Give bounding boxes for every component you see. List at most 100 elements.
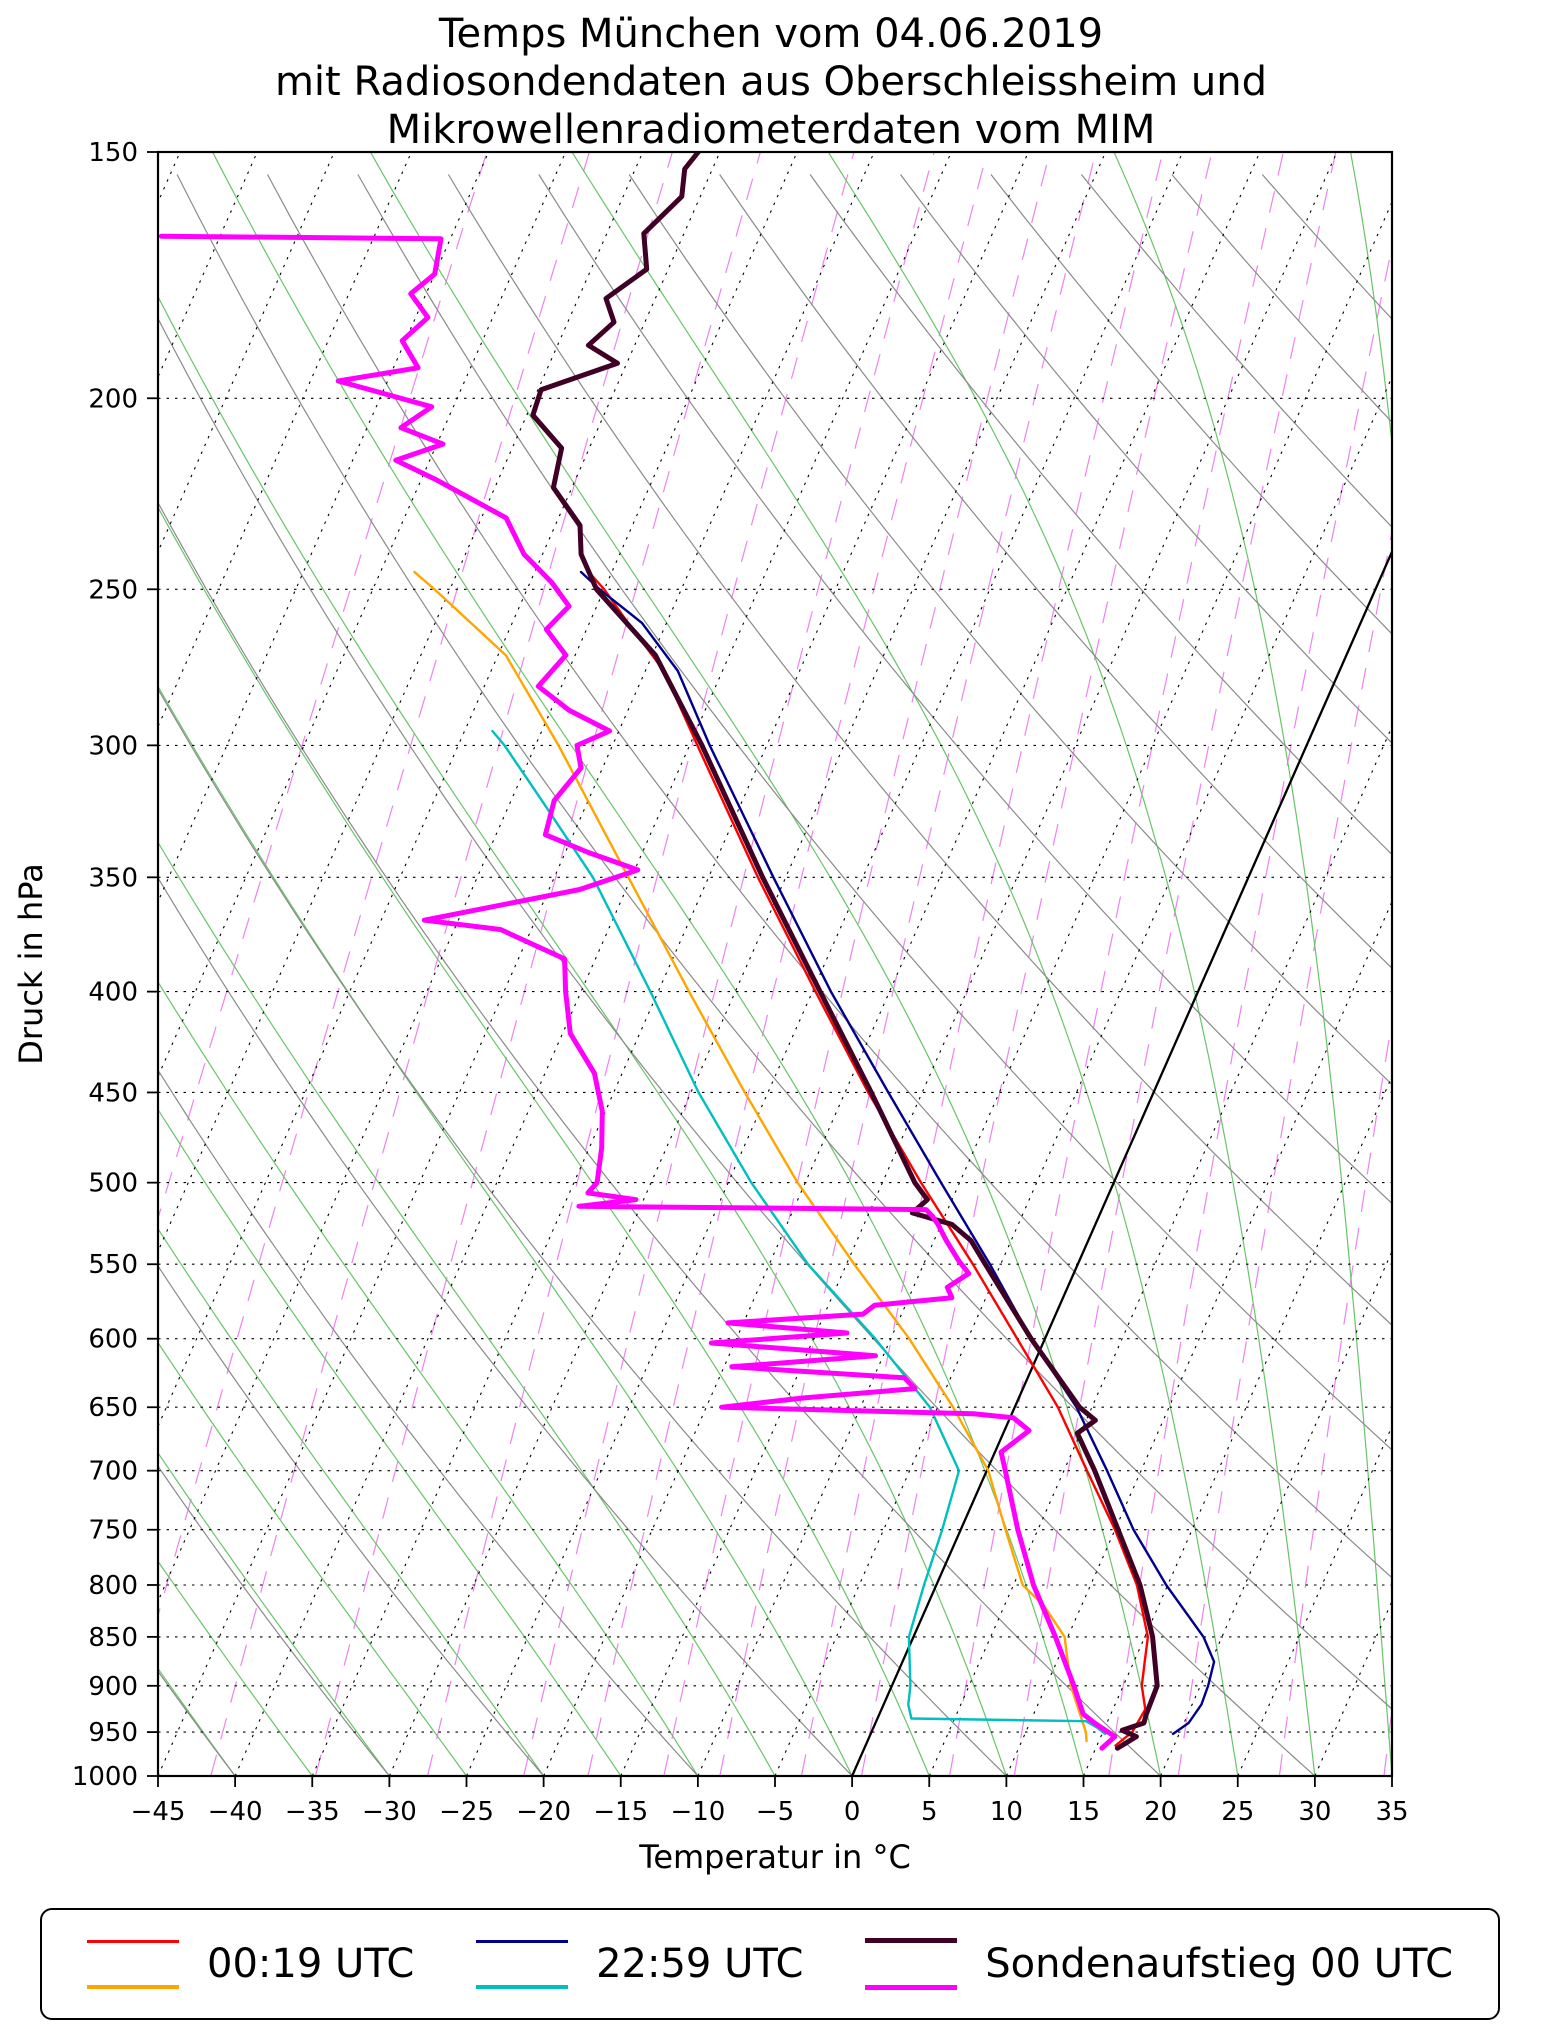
isotherm-line bbox=[388, 152, 1107, 1776]
mixing-ratio-line bbox=[158, 152, 488, 1221]
moist-adiabat-line bbox=[1349, 152, 1392, 450]
moist-adiabat-line bbox=[369, 152, 1162, 1776]
moist-adiabat-line bbox=[158, 841, 776, 1776]
series-dew-2259 bbox=[491, 729, 1107, 1736]
dry-adiabat-line bbox=[158, 317, 1316, 1776]
x-tick-label: −20 bbox=[516, 1797, 571, 1827]
mixing-ratio-line bbox=[1383, 1703, 1392, 1776]
x-tick-label: −45 bbox=[131, 1797, 186, 1827]
y-tick-label: 150 bbox=[88, 138, 138, 168]
chart-title-line-3: Mikrowellenradiometerdaten vom MIM bbox=[386, 107, 1156, 153]
series-temp-0019 bbox=[587, 570, 1150, 1747]
isotherm-line bbox=[543, 152, 1261, 1776]
legend-line-2259-temperature bbox=[476, 1939, 569, 1943]
isotherm-line bbox=[1237, 1424, 1392, 1776]
dry-adiabat-line bbox=[158, 1465, 391, 1776]
mixing-ratio-line bbox=[1013, 152, 1337, 1776]
dry-adiabat-line bbox=[1171, 174, 1392, 423]
dry-adiabat-line bbox=[158, 876, 854, 1776]
isotherm-line bbox=[1160, 1249, 1392, 1776]
x-tick-label: 20 bbox=[1144, 1797, 1177, 1827]
moist-adiabat-line bbox=[1113, 152, 1392, 1776]
dry-adiabat-line bbox=[809, 174, 1392, 856]
sounding-series bbox=[158, 152, 1216, 1751]
moist-adiabat-line bbox=[158, 685, 853, 1776]
series-temp-sonde bbox=[530, 152, 1160, 1751]
legend-group-2259: 22:59 UTC bbox=[476, 1939, 803, 1989]
dry-adiabat-line bbox=[990, 174, 1392, 635]
isotherm-line bbox=[928, 725, 1392, 1776]
legend: 00:19 UTC 22:59 UTC Sondenaufstieg 00 UT… bbox=[40, 1908, 1500, 2020]
mixing-ratio-line bbox=[587, 152, 988, 1776]
mixing-ratio-line bbox=[948, 152, 1284, 1776]
isotherm-line bbox=[158, 152, 490, 904]
plot-frame bbox=[156, 150, 1394, 1778]
y-tick-label: 250 bbox=[88, 575, 138, 605]
mixing-ratio-line bbox=[800, 152, 1164, 1776]
chart-layers: 1502002503003504004505005506006507007508… bbox=[72, 138, 1409, 1827]
mixing-ratio-line bbox=[663, 152, 1051, 1776]
isotherm-line bbox=[774, 375, 1392, 1776]
y-tick-label: 200 bbox=[88, 384, 138, 414]
isotherm-line bbox=[1391, 1774, 1392, 1776]
isotherm-line bbox=[158, 152, 567, 1078]
x-tick-label: 30 bbox=[1298, 1797, 1331, 1827]
y-tick-label: 500 bbox=[88, 1169, 138, 1199]
x-tick-label: −5 bbox=[756, 1797, 794, 1827]
moist-adiabat-line bbox=[158, 1108, 622, 1776]
x-tick-label: −30 bbox=[362, 1797, 417, 1827]
legend-line-0019-dewpoint bbox=[87, 1985, 179, 1989]
y-tick-label: 600 bbox=[88, 1325, 138, 1355]
moist-adiabat-line bbox=[827, 152, 1316, 1776]
legend-line-2259-dewpoint bbox=[476, 1985, 569, 1989]
isotherm-line bbox=[158, 152, 335, 554]
dry-adiabat-line bbox=[176, 174, 1392, 1710]
legend-swatches-0019 bbox=[87, 1939, 179, 1989]
legend-line-sonde-temperature bbox=[865, 1938, 958, 1943]
legend-swatches-sonde bbox=[865, 1938, 958, 1990]
mixing-ratio-line bbox=[210, 152, 673, 1776]
chart-title-line-2: mit Radiosondendaten aus Oberschleisshei… bbox=[274, 59, 1268, 105]
x-tick-label: −40 bbox=[208, 1797, 263, 1827]
isotherm-line bbox=[697, 200, 1392, 1776]
y-tick-label: 450 bbox=[88, 1078, 138, 1108]
x-axis-label: Temperatur in °C bbox=[638, 1838, 911, 1876]
chart-title-line-1: Temps München vom 04.06.2019 bbox=[438, 11, 1104, 57]
dry-adiabat-line bbox=[266, 174, 1392, 1579]
x-tick-label: −10 bbox=[670, 1797, 725, 1827]
x-tick-label: −35 bbox=[285, 1797, 340, 1827]
moist-adiabat-line bbox=[158, 1341, 467, 1776]
x-tick-label: −15 bbox=[593, 1797, 648, 1827]
x-tick-label: 15 bbox=[1067, 1797, 1100, 1827]
dry-adiabat-line bbox=[719, 174, 1392, 970]
isotherm-line bbox=[620, 152, 1338, 1776]
dry-adiabat-line bbox=[1261, 174, 1392, 320]
isotherm-line bbox=[158, 152, 875, 1776]
moist-adiabat-line bbox=[211, 152, 1085, 1776]
mixing-ratio-line bbox=[1278, 1017, 1392, 1776]
mixing-ratio-line bbox=[719, 152, 1097, 1776]
y-tick-label: 650 bbox=[88, 1393, 138, 1423]
legend-line-0019-temperature bbox=[87, 1939, 179, 1943]
series-dew-0019 bbox=[413, 570, 1088, 1743]
y-tick-label: 300 bbox=[88, 731, 138, 761]
moist-adiabat-line bbox=[158, 295, 1007, 1776]
y-tick-label: 700 bbox=[88, 1457, 138, 1487]
isotherm-line bbox=[158, 152, 721, 1428]
y-axis-label: Druck in hPa bbox=[12, 863, 50, 1064]
mixing-ratio-line bbox=[861, 152, 1213, 1776]
mixing-ratio-line bbox=[158, 152, 590, 1618]
moist-adiabat-line bbox=[158, 1451, 390, 1776]
x-tick-label: 0 bbox=[844, 1797, 861, 1827]
dry-adiabat-line bbox=[1080, 174, 1392, 529]
isotherm-line bbox=[158, 152, 644, 1253]
moist-adiabat-line bbox=[571, 152, 1239, 1776]
moist-adiabat-line bbox=[158, 506, 930, 1776]
y-tick-label: 1000 bbox=[72, 1762, 138, 1792]
x-tick-label: −25 bbox=[439, 1797, 494, 1827]
legend-group-sonde: Sondenaufstieg 00 UTC bbox=[865, 1938, 1453, 1990]
y-tick-label: 550 bbox=[88, 1250, 138, 1280]
mixing-ratio-line bbox=[314, 152, 761, 1776]
dry-adiabat-line bbox=[158, 501, 1162, 1776]
